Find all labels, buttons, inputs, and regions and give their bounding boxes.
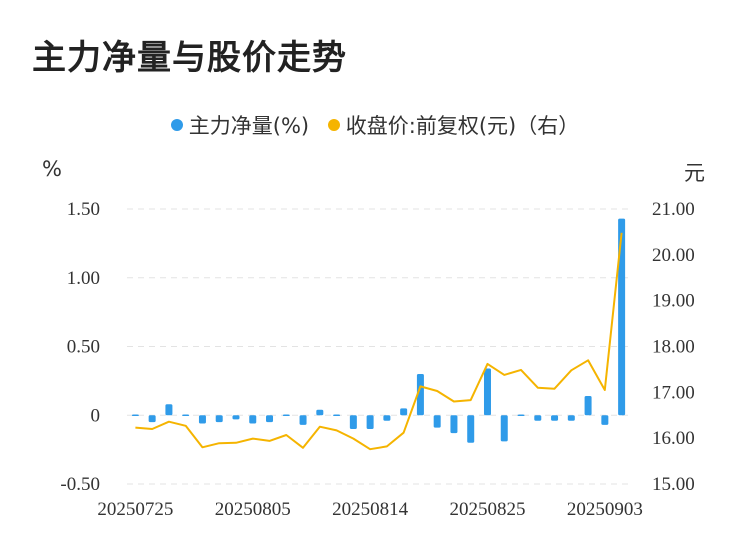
right-axis-unit: 元 — [684, 161, 705, 185]
legend-item-net-volume[interactable]: 主力净量(%) — [170, 110, 310, 140]
x-axis-tick-label: 20250903 — [567, 499, 643, 520]
legend-item-close-price[interactable]: 收盘价:前复权(元)（右） — [327, 110, 580, 140]
net-volume-bar — [500, 415, 508, 442]
net-volume-bar — [551, 415, 559, 421]
legend-marker-bar-icon — [170, 119, 183, 131]
net-volume-bar — [349, 415, 357, 429]
left-axis-tick-label: 1.50 — [67, 199, 100, 220]
net-volume-bar — [618, 218, 626, 416]
net-volume-bar — [266, 415, 274, 423]
net-volume-bar — [333, 414, 341, 416]
right-axis-tick-label: 16.00 — [652, 428, 695, 449]
net-volume-bar — [584, 396, 592, 416]
right-axis-tick-label: 15.00 — [652, 474, 695, 495]
left-axis-tick-label: 1.00 — [67, 268, 100, 289]
net-volume-bar — [282, 414, 290, 416]
net-volume-bar — [232, 415, 240, 420]
right-axis-tick-label: 20.00 — [652, 245, 695, 266]
net-volume-bar — [383, 415, 391, 421]
net-volume-bar — [534, 415, 542, 421]
right-axis-tick-label: 18.00 — [652, 337, 695, 358]
net-volume-bar — [400, 408, 408, 416]
legend: 主力净量(%) 收盘价:前复权(元)（右） — [0, 110, 750, 140]
left-axis-unit: % — [42, 157, 62, 181]
x-axis-tick-label: 20250725 — [97, 499, 173, 520]
net-volume-bar — [567, 415, 575, 421]
net-volume-bar — [182, 414, 190, 416]
close-price-line — [135, 232, 623, 451]
net-volume-bar — [198, 415, 206, 424]
x-axis-tick-label: 20250825 — [449, 499, 525, 520]
right-axis-tick-label: 19.00 — [652, 291, 695, 312]
left-axis-tick-label: -0.50 — [60, 474, 100, 495]
net-volume-bar — [601, 415, 609, 425]
net-volume-bar — [517, 414, 525, 416]
net-volume-bar — [215, 415, 223, 423]
right-axis-tick-label: 17.00 — [652, 382, 695, 403]
x-axis-tick-label: 20250814 — [332, 499, 409, 520]
net-volume-bar — [450, 415, 458, 434]
net-volume-bar — [366, 415, 374, 429]
left-axis-tick-label: 0.50 — [67, 337, 100, 358]
legend-marker-line-icon — [327, 119, 340, 131]
net-volume-bar — [148, 415, 156, 423]
chart-title: 主力净量与股价走势 — [32, 38, 347, 78]
net-volume-bar — [416, 374, 424, 416]
net-volume-bar — [249, 415, 257, 424]
legend-label-net-volume: 主力净量(%) — [188, 114, 310, 138]
net-volume-bar — [467, 415, 475, 443]
right-axis-tick-label: 21.00 — [652, 199, 695, 220]
legend-label-close-price: 收盘价:前复权(元)（右） — [345, 114, 580, 138]
net-volume-bar — [299, 415, 307, 425]
left-axis-tick-label: 0 — [91, 405, 101, 426]
net-volume-bar — [483, 368, 491, 416]
net-volume-bar — [433, 415, 441, 428]
net-volume-bar — [131, 414, 139, 416]
x-axis-tick-label: 20250805 — [215, 499, 291, 520]
net-volume-bar — [165, 404, 173, 416]
net-volume-bar — [316, 409, 324, 416]
